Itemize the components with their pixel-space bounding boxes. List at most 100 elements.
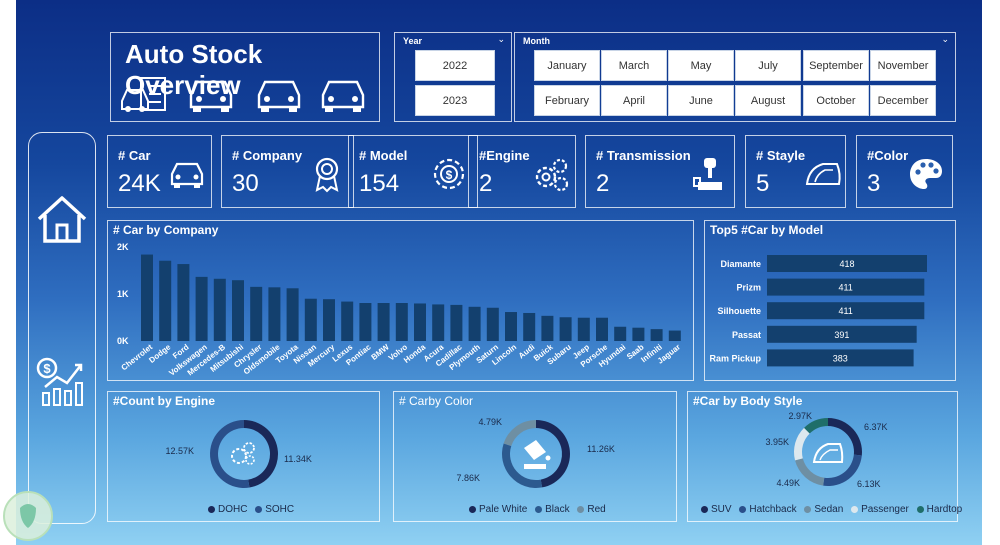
bar[interactable] (268, 287, 281, 341)
donut-slice[interactable] (794, 427, 810, 461)
month-option[interactable]: June (668, 85, 734, 116)
donut-slice[interactable] (209, 420, 250, 488)
stats-growth-icon[interactable]: $ (35, 353, 91, 409)
month-option[interactable]: December (870, 85, 936, 116)
month-option[interactable]: January (534, 50, 600, 81)
home-icon[interactable] (35, 193, 89, 245)
gear-shift-icon (693, 158, 722, 190)
month-option[interactable]: May (668, 50, 734, 81)
bar[interactable] (141, 254, 153, 341)
bar[interactable] (486, 307, 499, 341)
kpi-label: # Model (359, 148, 408, 163)
legend-dot (255, 505, 263, 513)
car-front-icon (257, 80, 301, 112)
bar[interactable] (767, 349, 914, 367)
bar[interactable] (596, 317, 608, 341)
legend-label: DOHC (218, 504, 248, 515)
month-option[interactable]: September (803, 50, 869, 81)
car-front-icon (321, 80, 365, 112)
data-label: 6.13K (857, 479, 881, 489)
chart-title: Top5 #Car by Model (710, 223, 824, 237)
donut-slice[interactable] (502, 443, 543, 488)
month-slicer-label: Month (523, 36, 550, 46)
donut-slice[interactable] (536, 420, 570, 488)
kpi-card-style: # Stayle 5 (745, 135, 846, 208)
bar[interactable] (359, 303, 372, 341)
bar[interactable] (614, 326, 627, 341)
year-option[interactable]: 2022 (415, 50, 495, 81)
award-ribbon-icon (315, 157, 339, 193)
chevron-down-icon[interactable]: ⌄ (497, 34, 505, 44)
chart-title: #Car by Body Style (693, 394, 803, 408)
legend-dot (208, 505, 215, 513)
paint-bucket-icon (524, 440, 551, 469)
bar[interactable] (523, 312, 536, 341)
bar[interactable] (304, 298, 317, 341)
bar[interactable] (195, 276, 208, 341)
data-label: 2.97K (788, 411, 812, 421)
color-legend: Pale White Black Red (464, 504, 606, 515)
bar[interactable] (668, 330, 681, 341)
bar[interactable] (650, 329, 663, 341)
y-tick-label: 0K (117, 336, 129, 346)
bar[interactable] (767, 325, 917, 343)
checklist-car-icon (121, 77, 166, 112)
year-option[interactable]: 2023 (415, 85, 495, 116)
month-option[interactable]: August (735, 85, 801, 116)
donut-slice[interactable] (828, 418, 862, 456)
bar[interactable] (250, 286, 263, 341)
kpi-value: 5 (756, 170, 770, 197)
bar[interactable] (377, 303, 390, 341)
chevron-down-icon[interactable]: ⌄ (941, 34, 949, 44)
data-label: 12.57K (165, 446, 194, 456)
bar[interactable] (632, 327, 645, 341)
month-slicer: Month ⌄ January March May July September… (514, 32, 956, 122)
month-option[interactable]: March (601, 50, 667, 81)
bar[interactable] (323, 299, 335, 341)
category-label: Prizm (736, 283, 761, 293)
bar[interactable] (767, 302, 925, 320)
kpi-card-engine: #Engine 2 (468, 135, 576, 208)
month-option[interactable]: July (735, 50, 801, 81)
kpi-card-car: # Car 24K (107, 135, 212, 208)
bar[interactable] (577, 317, 590, 341)
legend-dot (535, 505, 543, 513)
donut-slice[interactable] (823, 454, 862, 486)
engine-legend: DOHC SOHC (203, 504, 294, 515)
car-front-icon (189, 80, 233, 112)
bar[interactable] (767, 278, 925, 296)
legend-dot (916, 505, 924, 513)
bar[interactable] (505, 312, 517, 341)
bar[interactable] (341, 301, 354, 341)
body-style-legend: SUV Hatchback Sedan Passenger Hardtop (696, 504, 962, 515)
bar[interactable] (450, 304, 463, 341)
bar[interactable] (468, 306, 481, 341)
y-tick-label: 2K (117, 242, 129, 252)
bar[interactable] (395, 303, 408, 341)
donut-slice[interactable] (795, 458, 825, 486)
bar[interactable] (177, 264, 190, 341)
legend-label: Black (545, 504, 570, 515)
top5-model-panel: Top5 #Car by Model Diamante 418 Prizm 411 Si… (704, 220, 956, 381)
donut-slice[interactable] (244, 420, 278, 488)
bar[interactable] (159, 260, 172, 341)
bar[interactable] (432, 304, 445, 341)
month-option[interactable]: February (534, 85, 600, 116)
month-option[interactable]: April (601, 85, 667, 116)
car-door-icon (805, 163, 841, 185)
bar[interactable] (559, 317, 572, 341)
car-by-body-style-panel: #Car by Body Style 6.37K 6.13K 4.49K 3.95K 2… (687, 391, 962, 522)
year-slicer: Year ⌄ 2022 2023 (394, 32, 512, 122)
month-option[interactable]: October (803, 85, 869, 116)
data-label: 418 (839, 259, 854, 269)
bar[interactable] (232, 280, 244, 341)
month-option[interactable]: November (870, 50, 936, 81)
bar[interactable] (414, 303, 426, 341)
bar[interactable] (767, 255, 927, 272)
bar[interactable] (541, 315, 554, 341)
donut-slice[interactable] (804, 418, 828, 434)
y-tick-label: 1K (117, 289, 129, 299)
bar[interactable] (286, 288, 299, 341)
bar[interactable] (213, 278, 226, 341)
donut-slice[interactable] (503, 420, 536, 447)
